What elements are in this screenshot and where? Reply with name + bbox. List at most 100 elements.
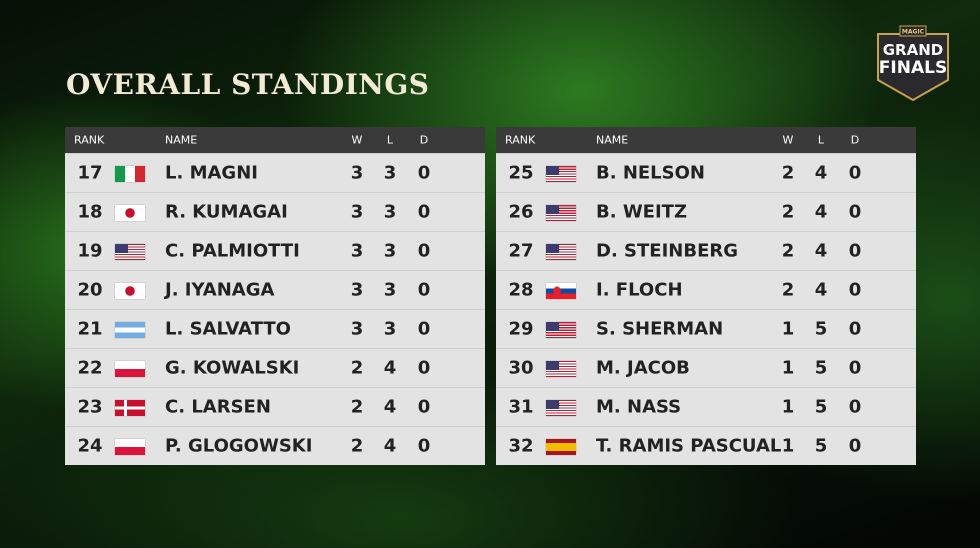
draws: 0 bbox=[848, 201, 862, 223]
country-flag bbox=[115, 400, 145, 416]
standing-row: 32 T. RAMIS PASCUAL 1 5 0 bbox=[496, 426, 916, 465]
rank: 31 bbox=[508, 396, 534, 418]
country-flag bbox=[115, 283, 145, 299]
wins: 2 bbox=[350, 435, 364, 457]
standing-row: 27 D. STEINBERG 2 4 0 bbox=[496, 231, 916, 270]
draws: 0 bbox=[417, 396, 431, 418]
player-name: L. MAGNI bbox=[165, 162, 258, 184]
player-name: M. NASS bbox=[596, 396, 682, 418]
wins: 1 bbox=[781, 357, 795, 379]
wins: 2 bbox=[781, 279, 795, 301]
logo-line: GRAND bbox=[883, 41, 943, 59]
country-flag bbox=[546, 361, 576, 377]
country-flag bbox=[115, 244, 145, 260]
rank: 30 bbox=[508, 357, 534, 379]
losses: 4 bbox=[383, 435, 397, 457]
standing-row: 19 C. PALMIOTTI 3 3 0 bbox=[65, 231, 485, 270]
draws: 0 bbox=[848, 279, 862, 301]
country-flag bbox=[546, 166, 576, 182]
draws: 0 bbox=[848, 396, 862, 418]
losses: 4 bbox=[814, 240, 828, 262]
wins: 3 bbox=[350, 240, 364, 262]
country-flag bbox=[546, 205, 576, 221]
column-header: D bbox=[419, 133, 429, 147]
column-header: NAME bbox=[165, 133, 198, 147]
player-name: S. SHERMAN bbox=[596, 318, 724, 340]
country-flag bbox=[546, 283, 576, 299]
player-name: R. KUMAGAI bbox=[165, 201, 288, 223]
losses: 4 bbox=[383, 357, 397, 379]
country-flag bbox=[546, 244, 576, 260]
standing-row: 30 M. JACOB 1 5 0 bbox=[496, 348, 916, 387]
losses: 4 bbox=[814, 162, 828, 184]
draws: 0 bbox=[417, 435, 431, 457]
player-name: T. RAMIS PASCUAL bbox=[596, 435, 782, 457]
header-row: RANK NAME W L D bbox=[496, 127, 916, 153]
player-name: P. GLOGOWSKI bbox=[165, 435, 313, 457]
wins: 2 bbox=[781, 162, 795, 184]
draws: 0 bbox=[417, 357, 431, 379]
country-flag bbox=[546, 322, 576, 338]
draws: 0 bbox=[417, 279, 431, 301]
rank: 26 bbox=[508, 201, 534, 223]
standings-table: RANK NAME W L D 17 L. MAGNI 3 3 0 18 R. KUMAGAI 3 3 0 1… bbox=[65, 127, 485, 465]
country-flag bbox=[546, 400, 576, 416]
rank: 17 bbox=[77, 162, 103, 184]
wins: 3 bbox=[350, 318, 364, 340]
losses: 3 bbox=[383, 279, 397, 301]
event-logo: MAGIC GRAND FINALS bbox=[877, 25, 949, 102]
player-name: C. LARSEN bbox=[165, 396, 271, 418]
country-flag bbox=[115, 205, 145, 221]
standing-row: 28 I. FLOCH 2 4 0 bbox=[496, 270, 916, 309]
losses: 3 bbox=[383, 162, 397, 184]
losses: 5 bbox=[814, 318, 828, 340]
standing-row: 17 L. MAGNI 3 3 0 bbox=[65, 153, 485, 192]
column-header: RANK bbox=[505, 133, 536, 147]
draws: 0 bbox=[848, 240, 862, 262]
player-name: B. NELSON bbox=[596, 162, 705, 184]
losses: 3 bbox=[383, 201, 397, 223]
rank: 23 bbox=[77, 396, 103, 418]
rank: 21 bbox=[77, 318, 103, 340]
draws: 0 bbox=[417, 201, 431, 223]
losses: 4 bbox=[383, 396, 397, 418]
losses: 3 bbox=[383, 318, 397, 340]
draws: 0 bbox=[417, 162, 431, 184]
rank: 28 bbox=[508, 279, 534, 301]
draws: 0 bbox=[848, 435, 862, 457]
logo-brand: MAGIC bbox=[902, 29, 925, 36]
losses: 5 bbox=[814, 435, 828, 457]
column-header: RANK bbox=[74, 133, 105, 147]
losses: 4 bbox=[814, 201, 828, 223]
wins: 3 bbox=[350, 201, 364, 223]
wins: 1 bbox=[781, 435, 795, 457]
country-flag bbox=[546, 439, 576, 455]
wins: 2 bbox=[350, 357, 364, 379]
player-name: G. KOWALSKI bbox=[165, 357, 300, 379]
losses: 4 bbox=[814, 279, 828, 301]
rank: 20 bbox=[77, 279, 103, 301]
wins: 3 bbox=[350, 162, 364, 184]
column-header: NAME bbox=[596, 133, 629, 147]
standings-table: RANK NAME W L D 25 B. NELSON 2 4 0 26 B. WEITZ 2 4 0 27… bbox=[496, 127, 916, 465]
draws: 0 bbox=[848, 357, 862, 379]
standing-row: 31 M. NASS 1 5 0 bbox=[496, 387, 916, 426]
draws: 0 bbox=[417, 240, 431, 262]
column-header: W bbox=[782, 133, 794, 147]
wins: 1 bbox=[781, 318, 795, 340]
country-flag bbox=[115, 361, 145, 377]
losses: 5 bbox=[814, 396, 828, 418]
title: OVERALL STANDINGS bbox=[66, 68, 430, 101]
rank: 27 bbox=[508, 240, 534, 262]
standing-row: 24 P. GLOGOWSKI 2 4 0 bbox=[65, 426, 485, 465]
rank: 19 bbox=[77, 240, 103, 262]
player-name: L. SALVATTO bbox=[165, 318, 291, 340]
wins: 2 bbox=[350, 396, 364, 418]
draws: 0 bbox=[848, 318, 862, 340]
player-name: B. WEITZ bbox=[596, 201, 688, 223]
player-name: C. PALMIOTTI bbox=[165, 240, 300, 262]
standing-row: 21 L. SALVATTO 3 3 0 bbox=[65, 309, 485, 348]
losses: 5 bbox=[814, 357, 828, 379]
standing-row: 23 C. LARSEN 2 4 0 bbox=[65, 387, 485, 426]
player-name: M. JACOB bbox=[596, 357, 690, 379]
